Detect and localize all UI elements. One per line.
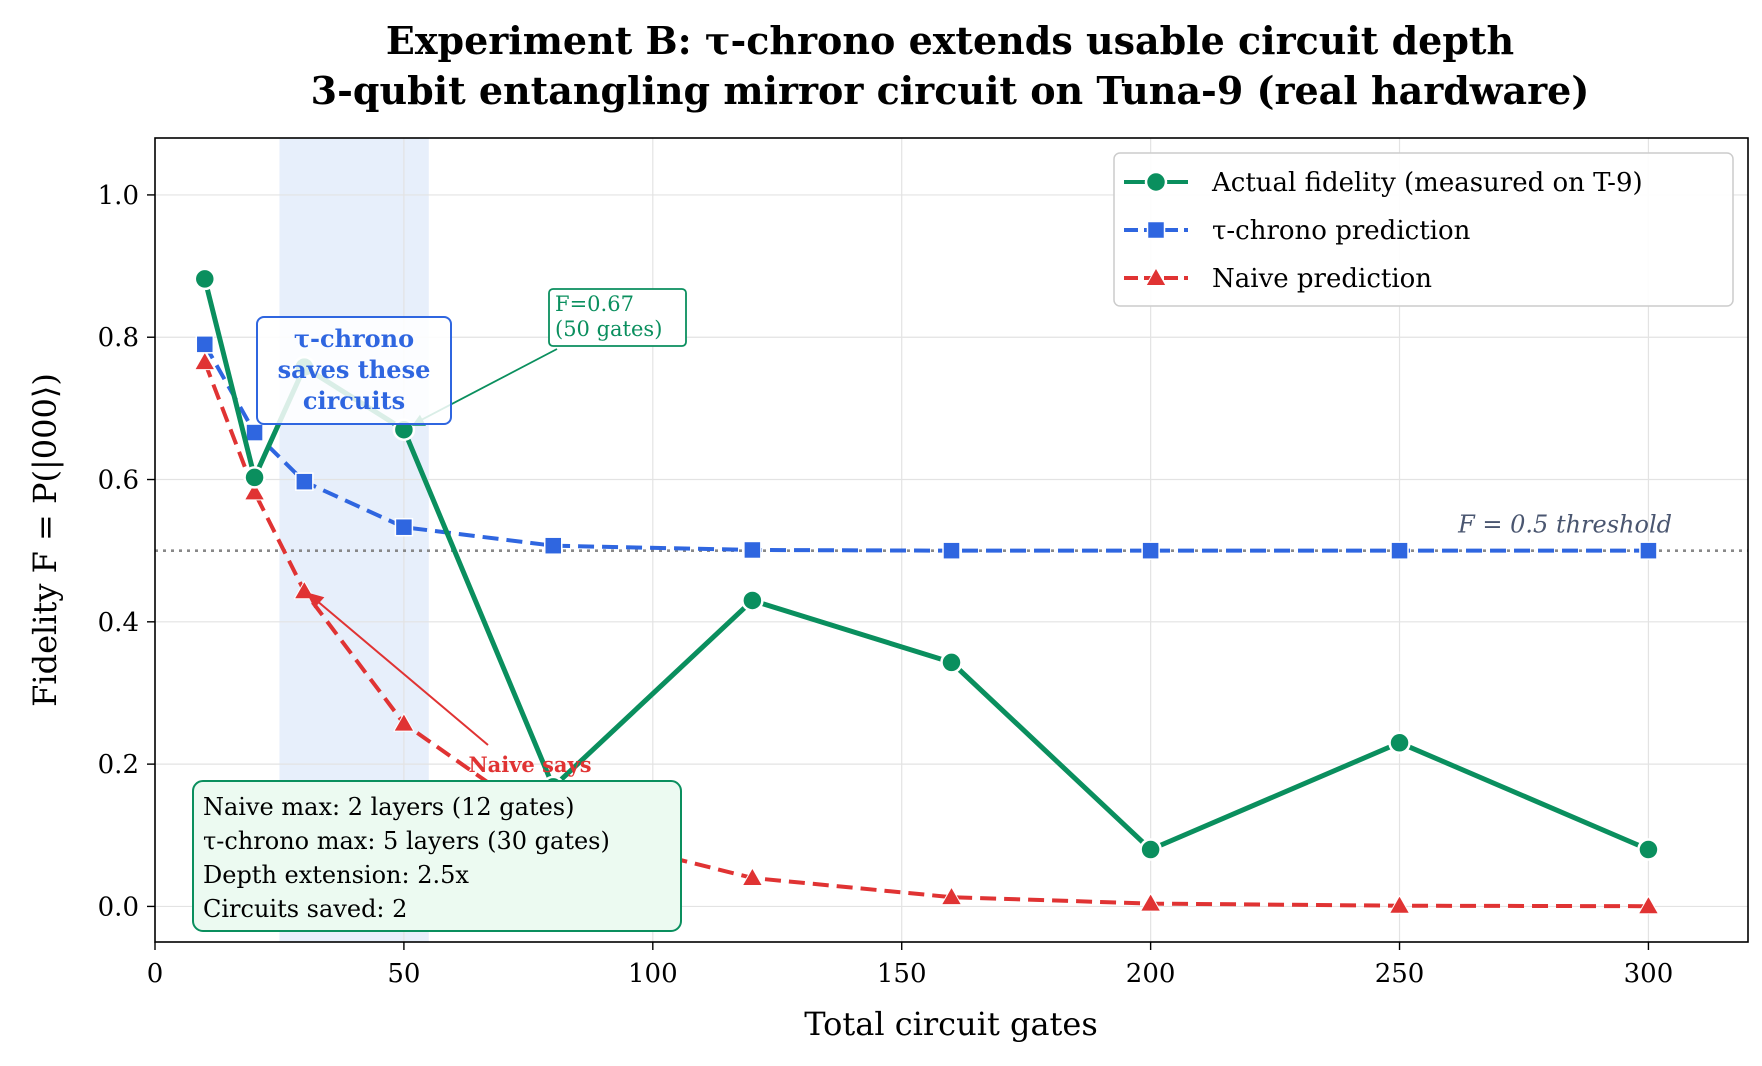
y-tick-label: 0.8	[98, 323, 139, 353]
data-point-triangle	[741, 866, 764, 886]
x-tick-label: 150	[877, 959, 927, 989]
data-point-square	[195, 335, 215, 354]
x-axis-label: Total circuit gates	[804, 1005, 1098, 1043]
data-point-circle	[940, 651, 963, 674]
tau-box-line: saves these	[278, 355, 431, 384]
data-point-circle	[243, 466, 266, 489]
data-point-triangle	[940, 886, 963, 906]
y-tick-label: 1.0	[98, 181, 139, 211]
chart-title-line2: 3-qubit entangling mirror circuit on Tun…	[311, 68, 1590, 113]
legend-label-0: Actual fidelity (measured on T-9)	[1211, 168, 1643, 198]
point-label-line: F=0.67	[555, 292, 634, 316]
data-point-square	[1639, 541, 1658, 560]
tau-chrono-box	[256, 316, 452, 425]
plot-frame	[154, 137, 1749, 943]
stats-line: τ-chrono max: 5 layers (30 gates)	[203, 827, 610, 855]
data-point-square	[245, 423, 264, 442]
data-point-circle	[193, 267, 217, 291]
y-tick-label: 0.6	[98, 466, 139, 496]
data-point-triangle	[1139, 892, 1162, 912]
series-1	[195, 335, 1658, 560]
data-point-square	[942, 541, 961, 560]
data-point-square	[295, 472, 314, 491]
data-point-triangle	[243, 481, 266, 501]
y-tick-label: 0.0	[98, 892, 139, 922]
stats-line: Depth extension: 2.5x	[203, 861, 469, 889]
data-point-circle	[741, 589, 764, 612]
data-point-circle	[1139, 838, 1162, 861]
data-point-circle	[1637, 838, 1660, 861]
naive-says-label: Naive says	[468, 752, 591, 777]
naive-arrow-head	[306, 592, 325, 609]
tau-box-line: circuits	[303, 386, 405, 415]
x-tick-label: 250	[1375, 959, 1425, 989]
data-point-triangle	[1145, 266, 1167, 286]
x-tick-label: 200	[1126, 959, 1176, 989]
data-point-triangle	[193, 351, 216, 371]
legend: Actual fidelity (measured on T-9) τ-chron…	[1113, 152, 1734, 307]
point-label-box	[548, 288, 687, 347]
tick-layer: 0 50 100 150 200 250 300 0.0 0.2 0.4 0.6 0.8 1.0	[98, 181, 1674, 989]
y-tick-label: 0.2	[98, 750, 139, 780]
stats-line: Circuits saved: 2	[203, 895, 407, 923]
x-tick-label: 50	[387, 959, 420, 989]
x-tick-label: 100	[628, 959, 678, 989]
x-tick-label: 300	[1624, 959, 1674, 989]
y-axis-label: Fidelity F = P(|000⟩)	[26, 373, 64, 707]
data-point-triangle	[1388, 894, 1411, 914]
series-line	[203, 343, 1649, 553]
data-point-circle	[1388, 731, 1411, 755]
legend-label-1: τ-chrono prediction	[1212, 216, 1471, 246]
data-point-square	[394, 517, 414, 537]
naive-arrow-line	[309, 594, 489, 746]
data-point-square	[1141, 541, 1160, 560]
data-point-circle	[1144, 170, 1168, 194]
stats-line: Naive max: 2 layers (12 gates)	[203, 793, 574, 821]
data-point-triangle	[393, 712, 415, 732]
stats-box	[192, 780, 682, 932]
y-tick-label: 0.4	[98, 608, 139, 638]
data-point-triangle	[1637, 895, 1660, 915]
data-point-square	[1146, 220, 1166, 240]
x-tick-label: 0	[147, 959, 164, 989]
data-point-square	[1390, 541, 1409, 560]
annotation-layer: Naive says F=0.67(50 gates) τ-chronosaves …	[192, 288, 687, 932]
chart-title-line1: Experiment B: τ-chrono extends usable ci…	[386, 18, 1514, 63]
data-point-square	[743, 540, 762, 560]
point-label-line: (50 gates)	[555, 317, 662, 341]
threshold-layer: F = 0.5 threshold	[155, 511, 1748, 552]
threshold-label: F = 0.5 threshold	[1457, 511, 1672, 539]
data-point-square	[544, 536, 563, 555]
legend-box	[1113, 152, 1734, 307]
tau-box-line: τ-chrono	[294, 324, 414, 353]
legend-label-2: Naive prediction	[1212, 264, 1432, 294]
